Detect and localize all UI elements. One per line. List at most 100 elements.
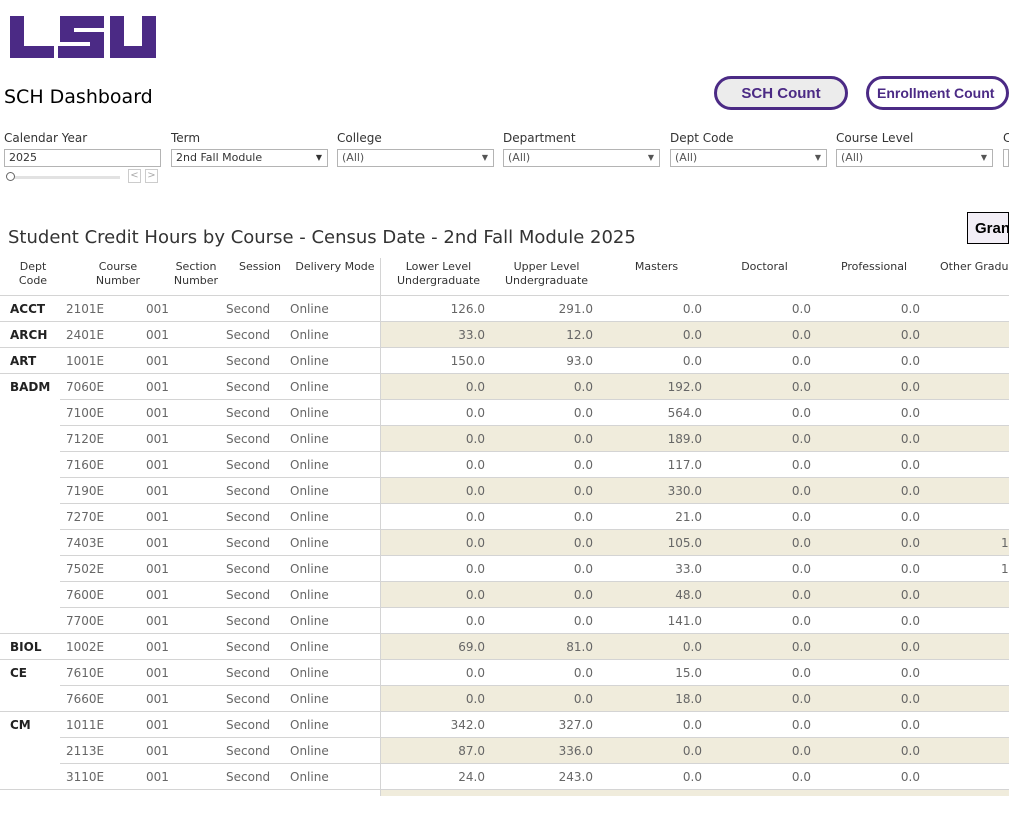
professional: 0.0 [900,302,920,316]
column-header: Delivery Mode [295,260,375,273]
delivery-mode: Online [290,536,329,550]
professional: 0.0 [900,510,920,524]
column-header: Lower Level Undergraduate [396,260,481,287]
masters: 15.0 [675,666,702,680]
section-number: 001 [146,484,169,498]
session: Second [226,562,271,576]
filter-course-level[interactable]: (All) ▼ [836,149,993,167]
doctoral: 0.0 [791,406,811,420]
session: Second [226,588,271,602]
lower-level-ug: 33.0 [458,328,485,342]
professional: 0.0 [900,354,920,368]
professional: 0.0 [900,328,920,342]
delivery-mode: Online [290,744,329,758]
course-number: 3110E [66,770,105,784]
filter-value: (All) [675,151,698,164]
doctoral: 0.0 [791,328,811,342]
filter-department[interactable]: (All) ▼ [503,149,660,167]
upper-level-ug: 81.0 [566,640,593,654]
doctoral: 0.0 [791,354,811,368]
row-band [381,322,1009,348]
course-number: 2101E [66,302,105,316]
lower-level-ug: 0.0 [465,406,485,420]
row-divider [60,555,1009,556]
filter-label: Dept Code [670,131,734,145]
sch-count-button[interactable]: SCH Count [714,76,848,110]
filter-value: 2025 [9,151,37,164]
doctoral: 0.0 [791,588,811,602]
course-number: 7100E [66,406,105,420]
row-divider [0,347,1009,348]
professional: 0.0 [900,666,920,680]
doctoral: 0.0 [791,718,811,732]
column-header: Session [239,260,281,273]
professional: 0.0 [900,614,920,628]
year-slider-track[interactable] [8,176,120,179]
row-divider [0,633,1009,634]
delivery-mode: Online [290,588,329,602]
next-year-button[interactable]: > [145,169,158,183]
course-number: 7660E [66,692,105,706]
row-divider [60,685,1009,686]
doctoral: 0.0 [791,614,811,628]
section-number: 001 [146,406,169,420]
grand-total-button[interactable]: Gran [967,212,1009,244]
doctoral: 0.0 [791,770,811,784]
delivery-mode: Online [290,354,329,368]
delivery-mode: Online [290,510,329,524]
upper-level-ug: 0.0 [573,380,593,394]
course-number: 7403E [66,536,105,550]
masters: 21.0 [675,510,702,524]
doctoral: 0.0 [791,536,811,550]
delivery-mode: Online [290,458,329,472]
upper-level-ug: 0.0 [573,692,593,706]
professional: 0.0 [900,458,920,472]
masters: 192.0 [667,380,702,394]
delivery-mode: Online [290,484,329,498]
filter-calendar-year[interactable]: 2025 [4,149,161,167]
lower-level-ug: 126.0 [450,302,485,316]
enrollment-count-button[interactable]: Enrollment Count [866,76,1009,110]
upper-level-ug: 0.0 [573,562,593,576]
filter-term[interactable]: 2nd Fall Module ▼ [171,149,328,167]
section-number: 001 [146,302,169,316]
course-number: 1001E [66,354,105,368]
lsu-logo [10,16,156,58]
upper-level-ug: 243.0 [558,770,593,784]
previous-year-button[interactable]: < [128,169,141,183]
delivery-mode: Online [290,432,329,446]
year-slider-handle[interactable] [6,172,15,181]
filter-c[interactable] [1003,149,1009,167]
upper-level-ug: 0.0 [573,432,593,446]
row-divider [0,373,1009,374]
dept-code: ACCT [10,302,46,316]
session: Second [226,328,271,342]
upper-level-ug: 0.0 [573,536,593,550]
lower-level-ug: 342.0 [450,718,485,732]
chevron-down-icon: ▼ [647,153,654,162]
row-divider [60,763,1009,764]
section-number: 001 [146,458,169,472]
course-number: 7600E [66,588,105,602]
masters: 0.0 [682,718,702,732]
section-number: 001 [146,614,169,628]
doctoral: 0.0 [791,302,811,316]
dept-code: BADM [10,380,51,394]
filter-college[interactable]: (All) ▼ [337,149,494,167]
section-number: 001 [146,718,169,732]
lower-level-ug: 69.0 [458,640,485,654]
section-number: 001 [146,354,169,368]
row-band [381,738,1009,764]
lower-level-ug: 0.0 [465,510,485,524]
upper-level-ug: 0.0 [573,406,593,420]
masters: 0.0 [682,744,702,758]
section-number: 001 [146,562,169,576]
upper-level-ug: 12.0 [566,328,593,342]
professional: 0.0 [900,562,920,576]
chevron-down-icon: ▼ [814,153,821,162]
row-band [381,686,1009,712]
filter-value: (All) [841,151,864,164]
delivery-mode: Online [290,562,329,576]
filter-dept-code[interactable]: (All) ▼ [670,149,827,167]
delivery-mode: Online [290,302,329,316]
